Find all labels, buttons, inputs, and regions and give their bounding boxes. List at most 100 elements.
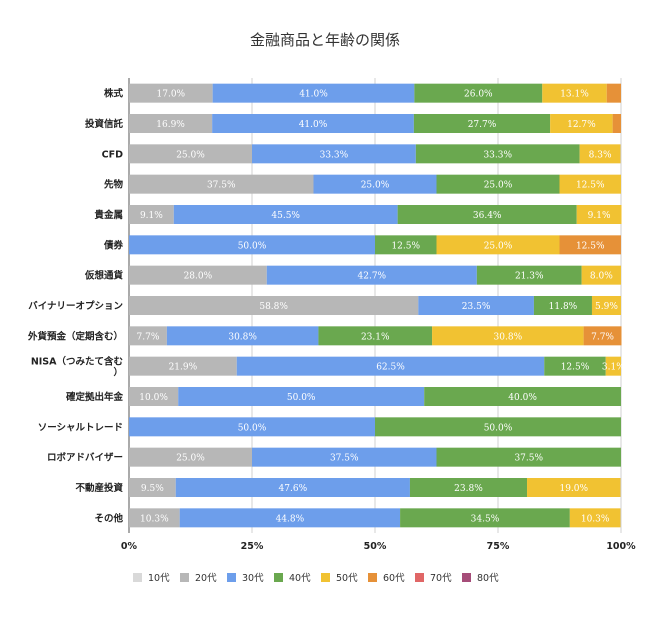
bars: 17.0% 41.0% 26.0% 13.1% 16.9% 41.0% 27.7% 12.7%… xyxy=(129,83,625,528)
data-label: 34.5% xyxy=(471,514,500,524)
category-label: 債券 xyxy=(103,239,124,251)
bar-segment xyxy=(129,417,375,437)
data-label: 8.3% xyxy=(589,150,612,160)
chart-title: 金融商品と年齢の関係 xyxy=(250,31,400,49)
x-tick-label: 100% xyxy=(606,541,636,552)
data-label: 23.1% xyxy=(361,332,390,342)
bar-segment xyxy=(605,356,621,376)
x-axis-ticks: 0% 25% 50% 75% 100% xyxy=(121,541,636,552)
data-label: 19.0% xyxy=(559,484,588,494)
legend-swatch xyxy=(415,573,424,582)
category-label: 投資信託 xyxy=(85,118,124,130)
legend-label: 20代 xyxy=(195,573,217,584)
bar-segment xyxy=(173,205,398,224)
data-label: 33.3% xyxy=(483,150,512,160)
data-label: 12.5% xyxy=(561,363,590,373)
data-label: 23.5% xyxy=(462,302,491,312)
bar-segment xyxy=(175,478,410,497)
data-label: 21.3% xyxy=(515,272,544,282)
data-label: 50.0% xyxy=(484,423,513,433)
bar-segment xyxy=(409,478,528,497)
bar-segment xyxy=(129,387,179,406)
category-label: その他 xyxy=(94,512,123,524)
bar-segment xyxy=(544,356,606,376)
legend-swatch xyxy=(274,573,283,582)
data-label: 44.8% xyxy=(276,514,305,524)
data-label: 25.0% xyxy=(484,241,513,251)
legend-swatch xyxy=(180,573,189,582)
legend-swatch xyxy=(227,573,236,582)
bar-segment xyxy=(375,417,621,437)
data-label: 7.7% xyxy=(591,332,614,342)
category-label: バイナリーオプション xyxy=(28,300,123,312)
bar-segment xyxy=(129,235,375,255)
bar-segment xyxy=(178,387,425,406)
bar-segment xyxy=(179,508,401,528)
data-label: 28.0% xyxy=(184,272,213,282)
category-label: 仮想通貨 xyxy=(84,270,124,282)
bar-segment xyxy=(129,83,213,103)
data-label: 42.7% xyxy=(358,272,387,282)
legend-swatch xyxy=(133,573,142,582)
x-tick-label: 0% xyxy=(121,541,138,552)
bar-segment xyxy=(414,83,543,103)
bar-segment xyxy=(579,144,621,164)
category-label: CFD xyxy=(102,149,123,160)
bar-segment xyxy=(436,235,560,255)
legend-label: 60代 xyxy=(383,573,405,584)
data-label: 21.9% xyxy=(169,363,198,373)
data-label: 13.1% xyxy=(560,90,589,100)
legend-label: 10代 xyxy=(148,573,170,584)
bar-segment xyxy=(129,174,314,194)
bar-segment xyxy=(559,235,621,255)
data-label: 41.0% xyxy=(299,120,328,130)
bar-segment xyxy=(129,447,252,467)
data-label: 7.7% xyxy=(137,332,160,342)
bar-segment xyxy=(236,356,545,376)
data-label: 12.5% xyxy=(391,241,420,251)
x-tick-label: 75% xyxy=(487,541,510,552)
data-label: 25.0% xyxy=(484,181,513,191)
bar-segment xyxy=(436,174,560,194)
bar-segment xyxy=(212,83,415,103)
bar-segment xyxy=(542,83,607,103)
bar-segment xyxy=(129,265,267,285)
data-label: 17.0% xyxy=(157,90,186,100)
bar-segment xyxy=(591,296,621,315)
bar-segment xyxy=(581,265,621,285)
category-label: 確定拠出年金 xyxy=(66,391,124,403)
bar-segment xyxy=(129,326,167,346)
data-label: 9.5% xyxy=(141,484,164,494)
bar-segment xyxy=(612,114,621,133)
data-label: 25.0% xyxy=(176,454,205,464)
data-label: 5.9% xyxy=(595,302,618,312)
bar-segment xyxy=(436,447,621,467)
data-label: 16.9% xyxy=(156,120,185,130)
bar-segment xyxy=(569,508,621,528)
category-label: 先物 xyxy=(104,179,124,191)
data-label: 40.0% xyxy=(508,393,537,403)
data-label: 41.0% xyxy=(299,90,328,100)
data-label: 50.0% xyxy=(238,423,267,433)
legend-label: 30代 xyxy=(242,573,264,584)
bar-segment xyxy=(413,114,551,133)
legend-label: 70代 xyxy=(430,573,452,584)
bar-segment xyxy=(313,174,437,194)
bar-segment xyxy=(252,447,437,467)
legend-swatch xyxy=(321,573,330,582)
bar-segment xyxy=(266,265,477,285)
data-label: 25.0% xyxy=(176,150,205,160)
category-label: 株式 xyxy=(104,88,124,100)
category-label: 外貨預金（定期含む） xyxy=(27,330,123,342)
data-label: 58.8% xyxy=(259,302,288,312)
bar-segment xyxy=(527,478,621,497)
category-label: ） xyxy=(113,367,123,379)
data-label: 30.8% xyxy=(494,332,523,342)
data-label: 37.5% xyxy=(207,181,236,191)
bar-segment xyxy=(533,296,592,315)
data-label: 26.0% xyxy=(464,90,493,100)
bar-segment xyxy=(212,114,414,133)
data-label: 10.3% xyxy=(140,514,169,524)
data-label: 10.3% xyxy=(581,514,610,524)
